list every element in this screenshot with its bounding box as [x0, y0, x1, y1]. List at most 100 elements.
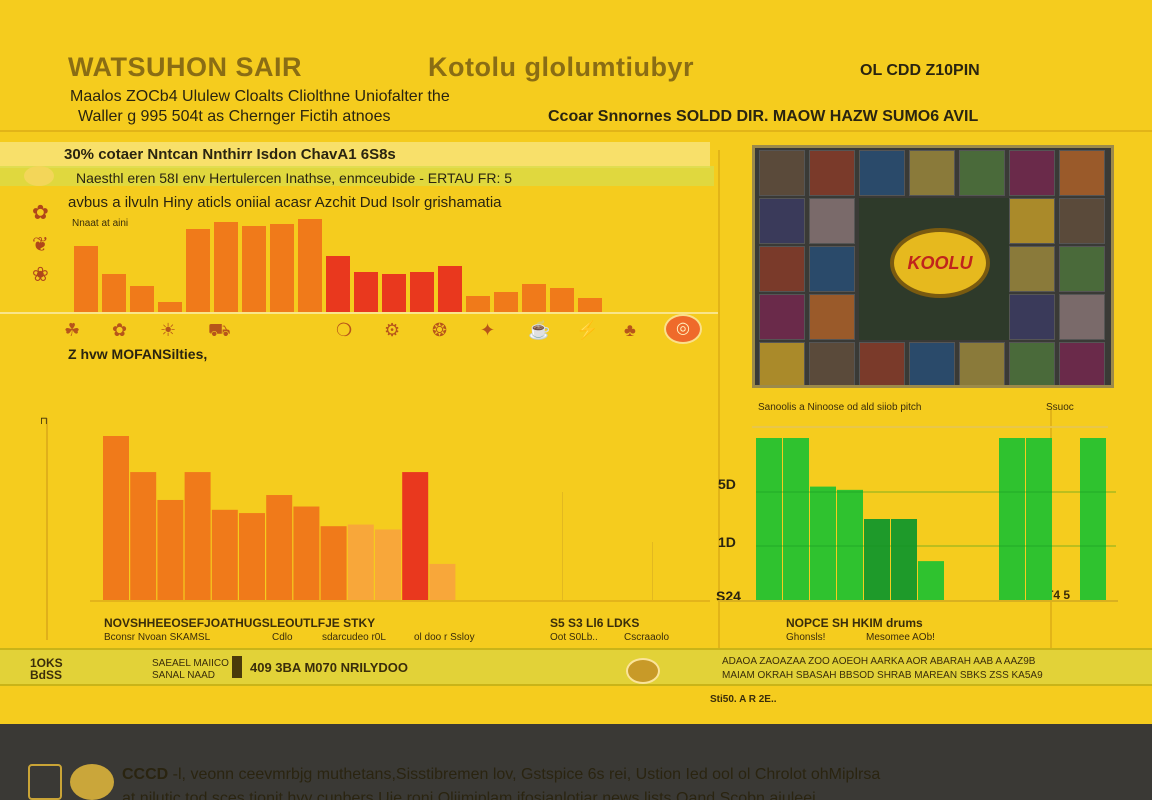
subtitle-line2: Waller g 995 504t as Chernger Fictih atn… — [78, 108, 391, 125]
br-bar-1 — [756, 438, 782, 600]
collage-tile — [759, 198, 805, 244]
collage-tile — [809, 246, 855, 292]
top-bar-4 — [158, 302, 182, 314]
collage-tile — [759, 150, 805, 196]
br-bar-3 — [810, 486, 836, 600]
br-bar-7 — [918, 561, 944, 600]
br-tick-2: 1D — [718, 534, 736, 550]
band-bullet-icon — [24, 166, 54, 186]
ticker-left-1: 1OKS — [30, 656, 63, 670]
bl-axis-tick-top: ⊓ — [40, 416, 48, 427]
collage-photo: KOOLU — [752, 145, 1114, 388]
title-left: WATSUHON SAIR — [68, 52, 302, 82]
collage-tile — [1009, 294, 1055, 340]
collage-tile — [1009, 246, 1055, 292]
bl-baseline — [90, 600, 710, 602]
heading-band — [0, 142, 710, 168]
gear-icon: ⚙ — [384, 320, 401, 340]
collage-tile — [809, 198, 855, 244]
bl-xlabel-2: Bconsr Nvoan SKAMSL — [104, 632, 211, 643]
br-bar-4 — [837, 489, 863, 600]
ticker-mid-1: SAEAEL MAIICO — [152, 658, 229, 669]
collage-tile — [1059, 342, 1105, 385]
top-chart-baseline — [0, 312, 720, 314]
collage-tile — [1059, 294, 1105, 340]
side-leaf-icon: ❦ — [32, 234, 49, 256]
bl-guide-2 — [652, 542, 653, 600]
collage-tile — [759, 294, 805, 340]
top-bar-14 — [438, 266, 462, 314]
bolt-icon: ⚡ — [576, 320, 599, 340]
subtitle-right: Ccoar Snnornes SOLDD DIR. MAOW HAZW SUMO… — [548, 108, 979, 125]
title-center: Kotolu glolumtiubyr — [428, 52, 694, 82]
bl-guide-1 — [562, 492, 563, 600]
bl-bar-10 — [347, 524, 374, 600]
top-bar-3 — [130, 286, 154, 314]
br-header-right: Ssuoc — [1046, 402, 1074, 413]
bl-bar-3 — [157, 499, 184, 600]
center-divider — [718, 150, 720, 660]
leaf-icon: ☘ — [64, 320, 81, 340]
bl-bar-2 — [130, 472, 157, 600]
footer-line2: at nilutic tod sces tionit hyy cunbers U… — [122, 790, 816, 800]
badge-text: KOOLU — [907, 253, 973, 273]
bl-bar-9 — [320, 526, 347, 600]
bl-xlabel-right-2: Oot S0Lb.. — [550, 632, 598, 643]
collage-tile — [759, 246, 805, 292]
br-baseline — [718, 600, 1118, 602]
top-bar-10 — [326, 256, 350, 314]
ticker-left-2: BdSS — [30, 668, 63, 682]
record-button[interactable]: ◎ — [664, 314, 702, 344]
top-line2: avbus a ilvuln Hiny aticls oniial acasr … — [68, 194, 502, 211]
cup-icon: ☕ — [528, 320, 551, 340]
icon-row: ☘✿☀⛟❍⚙❂✦☕⚡♣⚑ — [64, 316, 714, 346]
coin-icon — [626, 658, 660, 684]
top-bar-9 — [298, 219, 322, 314]
br-bar-11 — [1026, 438, 1052, 600]
collage-tile — [859, 150, 905, 196]
top-strip-chart — [74, 219, 602, 314]
collage-tile — [809, 150, 855, 196]
top-bar-2 — [102, 274, 126, 314]
collage-tile — [909, 150, 955, 196]
bl-xlabel-right-1: S5 S3 Ll6 LDKS — [550, 616, 640, 630]
top-heading: 30% cotaer Nntcan Nnthirr Isdon ChavA1 6… — [64, 146, 396, 163]
corner-label: OL CDD Z10PIN — [860, 62, 980, 79]
top-bar-1 — [74, 246, 98, 314]
br-top-rule — [752, 426, 1108, 428]
section-label: Z hvw MOFANSilties, — [68, 346, 208, 362]
collage-tile — [1059, 198, 1105, 244]
footer-logo-icon — [70, 764, 114, 800]
footer-bar — [0, 724, 1152, 800]
side-flower-icon: ✿ — [32, 202, 49, 224]
top-bar-13 — [410, 272, 434, 314]
ticker-right-2: MAIAM OKRAH SBASAH BBSOD SHRAB MAREAN SB… — [722, 670, 1043, 681]
collage-tile — [1009, 342, 1055, 385]
header-rule — [0, 130, 1152, 132]
ticker-right-1: ADAOA ZAOAZAA ZOO AOEOH AARKA AOR ABARAH… — [722, 656, 1036, 667]
br-bar-10 — [999, 438, 1025, 600]
bl-bar-8 — [293, 506, 320, 600]
br-tick-1: 5D — [718, 476, 736, 492]
collage-tile — [1059, 246, 1105, 292]
top-bar-19 — [578, 298, 602, 314]
top-bar-7 — [242, 226, 266, 314]
highlight-band — [0, 166, 714, 186]
br-xlabel-3: Mesomee AOb! — [866, 632, 935, 643]
badge-emblem: KOOLU — [890, 228, 990, 298]
side-drop-icon: ❀ — [32, 264, 49, 286]
bottom-left-chart — [103, 436, 456, 600]
bl-y-axis — [46, 418, 48, 640]
collage-tile — [959, 342, 1005, 385]
drop-icon: ❍ — [336, 320, 353, 340]
br-corner-tick: T4 5 — [1046, 588, 1071, 602]
flower-icon: ✿ — [112, 320, 128, 340]
collage-tile — [959, 150, 1005, 196]
top-bar-15 — [466, 296, 490, 314]
br-bar-13 — [1080, 438, 1106, 600]
bottom-right-chart — [756, 438, 1116, 600]
ticker-value: 409 3BA M070 NRILYDOO — [250, 660, 408, 675]
bl-bar-11 — [375, 529, 401, 600]
top-bar-16 — [494, 292, 518, 314]
subtitle-line1: Maalos ZOCb4 Ululew Cloalts Cliolthne Un… — [70, 88, 450, 105]
